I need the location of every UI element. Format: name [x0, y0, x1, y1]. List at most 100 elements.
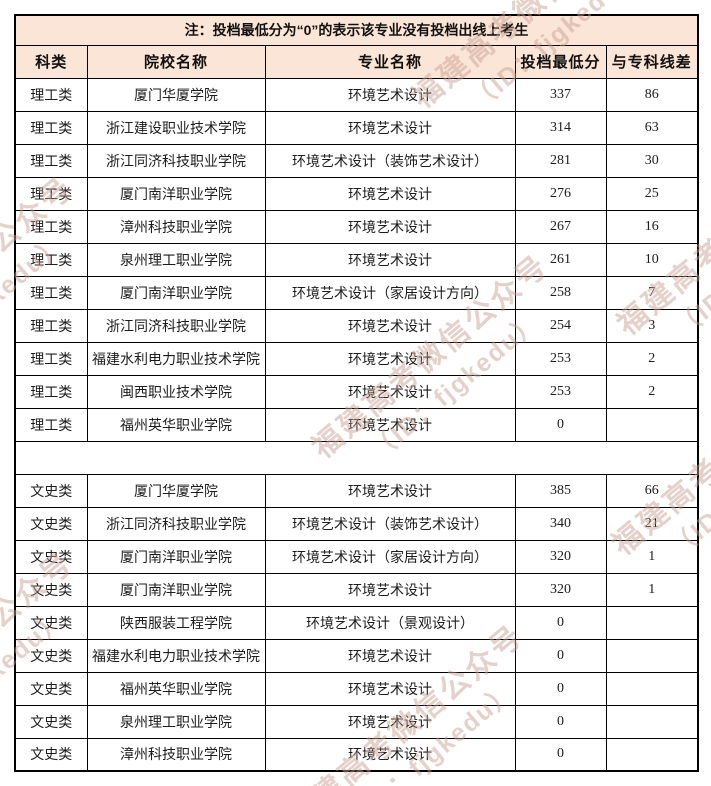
- cell-line-diff: 3: [605, 308, 699, 343]
- cell-min-score: 254: [514, 308, 607, 343]
- table-row: 理工类 福建水利电力职业技术学院 环境艺术设计 253 2: [14, 341, 699, 376]
- table-row: 理工类 厦门华厦学院 环境艺术设计 337 86: [14, 77, 699, 112]
- cell-major-name: 环境艺术设计: [264, 638, 516, 673]
- cell-min-score: 253: [514, 374, 607, 409]
- cell-major-name: 环境艺术设计（装饰艺术设计）: [264, 506, 516, 541]
- table-row: 文史类 厦门华厦学院 环境艺术设计 385 66: [14, 473, 699, 508]
- cell-school-name: 厦门南洋职业学院: [86, 176, 266, 211]
- table-row: 理工类 闽西职业技术学院 环境艺术设计 253 2: [14, 374, 699, 409]
- cell-category: 理工类: [14, 242, 88, 277]
- score-table-container: 注：投档最低分为“0”的表示该专业没有投档出线上考生 科类 院校名称 专业名称 …: [14, 14, 700, 772]
- table-row: 理工类 浙江同济科技职业学院 环境艺术设计 254 3: [14, 308, 699, 343]
- cell-major-name: 环境艺术设计: [264, 374, 516, 409]
- cell-major-name: 环境艺术设计: [264, 407, 516, 442]
- cell-category: 文史类: [14, 704, 88, 739]
- cell-major-name: 环境艺术设计（家居设计方向）: [264, 539, 516, 574]
- cell-line-diff: 1: [605, 539, 699, 574]
- cell-school-name: 浙江同济科技职业学院: [86, 308, 266, 343]
- cell-school-name: 厦门华厦学院: [86, 473, 266, 508]
- table-row: 理工类 厦门南洋职业学院 环境艺术设计 276 25: [14, 176, 699, 211]
- cell-school-name: 泉州理工职业学院: [86, 242, 266, 277]
- cell-line-diff: [605, 737, 699, 772]
- cell-line-diff: [605, 407, 699, 442]
- note-text: 注：投档最低分为“0”的表示该专业没有投档出线上考生: [14, 14, 699, 46]
- cell-major-name: 环境艺术设计: [264, 77, 516, 112]
- cell-min-score: 0: [514, 737, 607, 772]
- table-row: 理工类 福州英华职业学院 环境艺术设计 0: [14, 407, 699, 442]
- cell-category: 理工类: [14, 407, 88, 442]
- cell-min-score: 0: [514, 605, 607, 640]
- cell-school-name: 厦门南洋职业学院: [86, 275, 266, 310]
- cell-category: 文史类: [14, 671, 88, 706]
- cell-category: 文史类: [14, 605, 88, 640]
- cell-school-name: 浙江同济科技职业学院: [86, 506, 266, 541]
- col-header-line-diff: 与专科线差: [605, 44, 699, 79]
- table-header-row: 科类 院校名称 专业名称 投档最低分 与专科线差: [14, 44, 699, 79]
- cell-school-name: 泉州理工职业学院: [86, 704, 266, 739]
- cell-category: 文史类: [14, 572, 88, 607]
- cell-school-name: 漳州科技职业学院: [86, 209, 266, 244]
- cell-line-diff: 7: [605, 275, 699, 310]
- cell-category: 文史类: [14, 737, 88, 772]
- cell-line-diff: 63: [605, 110, 699, 145]
- cell-category: 理工类: [14, 209, 88, 244]
- cell-school-name: 福州英华职业学院: [86, 671, 266, 706]
- cell-category: 理工类: [14, 143, 88, 178]
- cell-line-diff: [605, 605, 699, 640]
- cell-line-diff: 21: [605, 506, 699, 541]
- cell-line-diff: 2: [605, 374, 699, 409]
- col-header-school: 院校名称: [86, 44, 266, 79]
- cell-min-score: 0: [514, 704, 607, 739]
- cell-major-name: 环境艺术设计（家居设计方向）: [264, 275, 516, 310]
- cell-line-diff: 30: [605, 143, 699, 178]
- cell-min-score: 258: [514, 275, 607, 310]
- cell-category: 理工类: [14, 374, 88, 409]
- table-row: 文史类 福建水利电力职业技术学院 环境艺术设计 0: [14, 638, 699, 673]
- table-row: 理工类 厦门南洋职业学院 环境艺术设计（家居设计方向） 258 7: [14, 275, 699, 310]
- cell-school-name: 厦门南洋职业学院: [86, 572, 266, 607]
- cell-major-name: 环境艺术设计（景观设计）: [264, 605, 516, 640]
- cell-line-diff: [605, 638, 699, 673]
- cell-min-score: 253: [514, 341, 607, 376]
- section-separator-row: [14, 440, 699, 475]
- cell-line-diff: 66: [605, 473, 699, 508]
- cell-min-score: 320: [514, 539, 607, 574]
- table-row: 文史类 厦门南洋职业学院 环境艺术设计（家居设计方向） 320 1: [14, 539, 699, 574]
- cell-major-name: 环境艺术设计: [264, 209, 516, 244]
- cell-school-name: 福建水利电力职业技术学院: [86, 638, 266, 673]
- col-header-major: 专业名称: [264, 44, 516, 79]
- cell-min-score: 281: [514, 143, 607, 178]
- cell-min-score: 385: [514, 473, 607, 508]
- cell-major-name: 环境艺术设计: [264, 473, 516, 508]
- table-row: 理工类 泉州理工职业学院 环境艺术设计 261 10: [14, 242, 699, 277]
- cell-school-name: 厦门南洋职业学院: [86, 539, 266, 574]
- cell-category: 文史类: [14, 506, 88, 541]
- cell-major-name: 环境艺术设计: [264, 176, 516, 211]
- table-row: 文史类 陕西服装工程学院 环境艺术设计（景观设计） 0: [14, 605, 699, 640]
- cell-school-name: 闽西职业技术学院: [86, 374, 266, 409]
- cell-major-name: 环境艺术设计: [264, 704, 516, 739]
- cell-min-score: 337: [514, 77, 607, 112]
- cell-major-name: 环境艺术设计（装饰艺术设计）: [264, 143, 516, 178]
- cell-line-diff: 16: [605, 209, 699, 244]
- table-row: 文史类 厦门南洋职业学院 环境艺术设计 320 1: [14, 572, 699, 607]
- note-row: 注：投档最低分为“0”的表示该专业没有投档出线上考生: [14, 14, 699, 46]
- cell-min-score: 0: [514, 671, 607, 706]
- cell-major-name: 环境艺术设计: [264, 737, 516, 772]
- cell-min-score: 267: [514, 209, 607, 244]
- table-row: 理工类 浙江建设职业技术学院 环境艺术设计 314 63: [14, 110, 699, 145]
- cell-category: 理工类: [14, 77, 88, 112]
- cell-line-diff: 2: [605, 341, 699, 376]
- cell-min-score: 320: [514, 572, 607, 607]
- cell-major-name: 环境艺术设计: [264, 110, 516, 145]
- cell-major-name: 环境艺术设计: [264, 572, 516, 607]
- col-header-category: 科类: [14, 44, 88, 79]
- cell-min-score: 261: [514, 242, 607, 277]
- table-row: 文史类 泉州理工职业学院 环境艺术设计 0: [14, 704, 699, 739]
- cell-min-score: 314: [514, 110, 607, 145]
- cell-school-name: 浙江建设职业技术学院: [86, 110, 266, 145]
- table-row: 理工类 浙江同济科技职业学院 环境艺术设计（装饰艺术设计） 281 30: [14, 143, 699, 178]
- cell-category: 理工类: [14, 110, 88, 145]
- cell-min-score: 340: [514, 506, 607, 541]
- cell-min-score: 276: [514, 176, 607, 211]
